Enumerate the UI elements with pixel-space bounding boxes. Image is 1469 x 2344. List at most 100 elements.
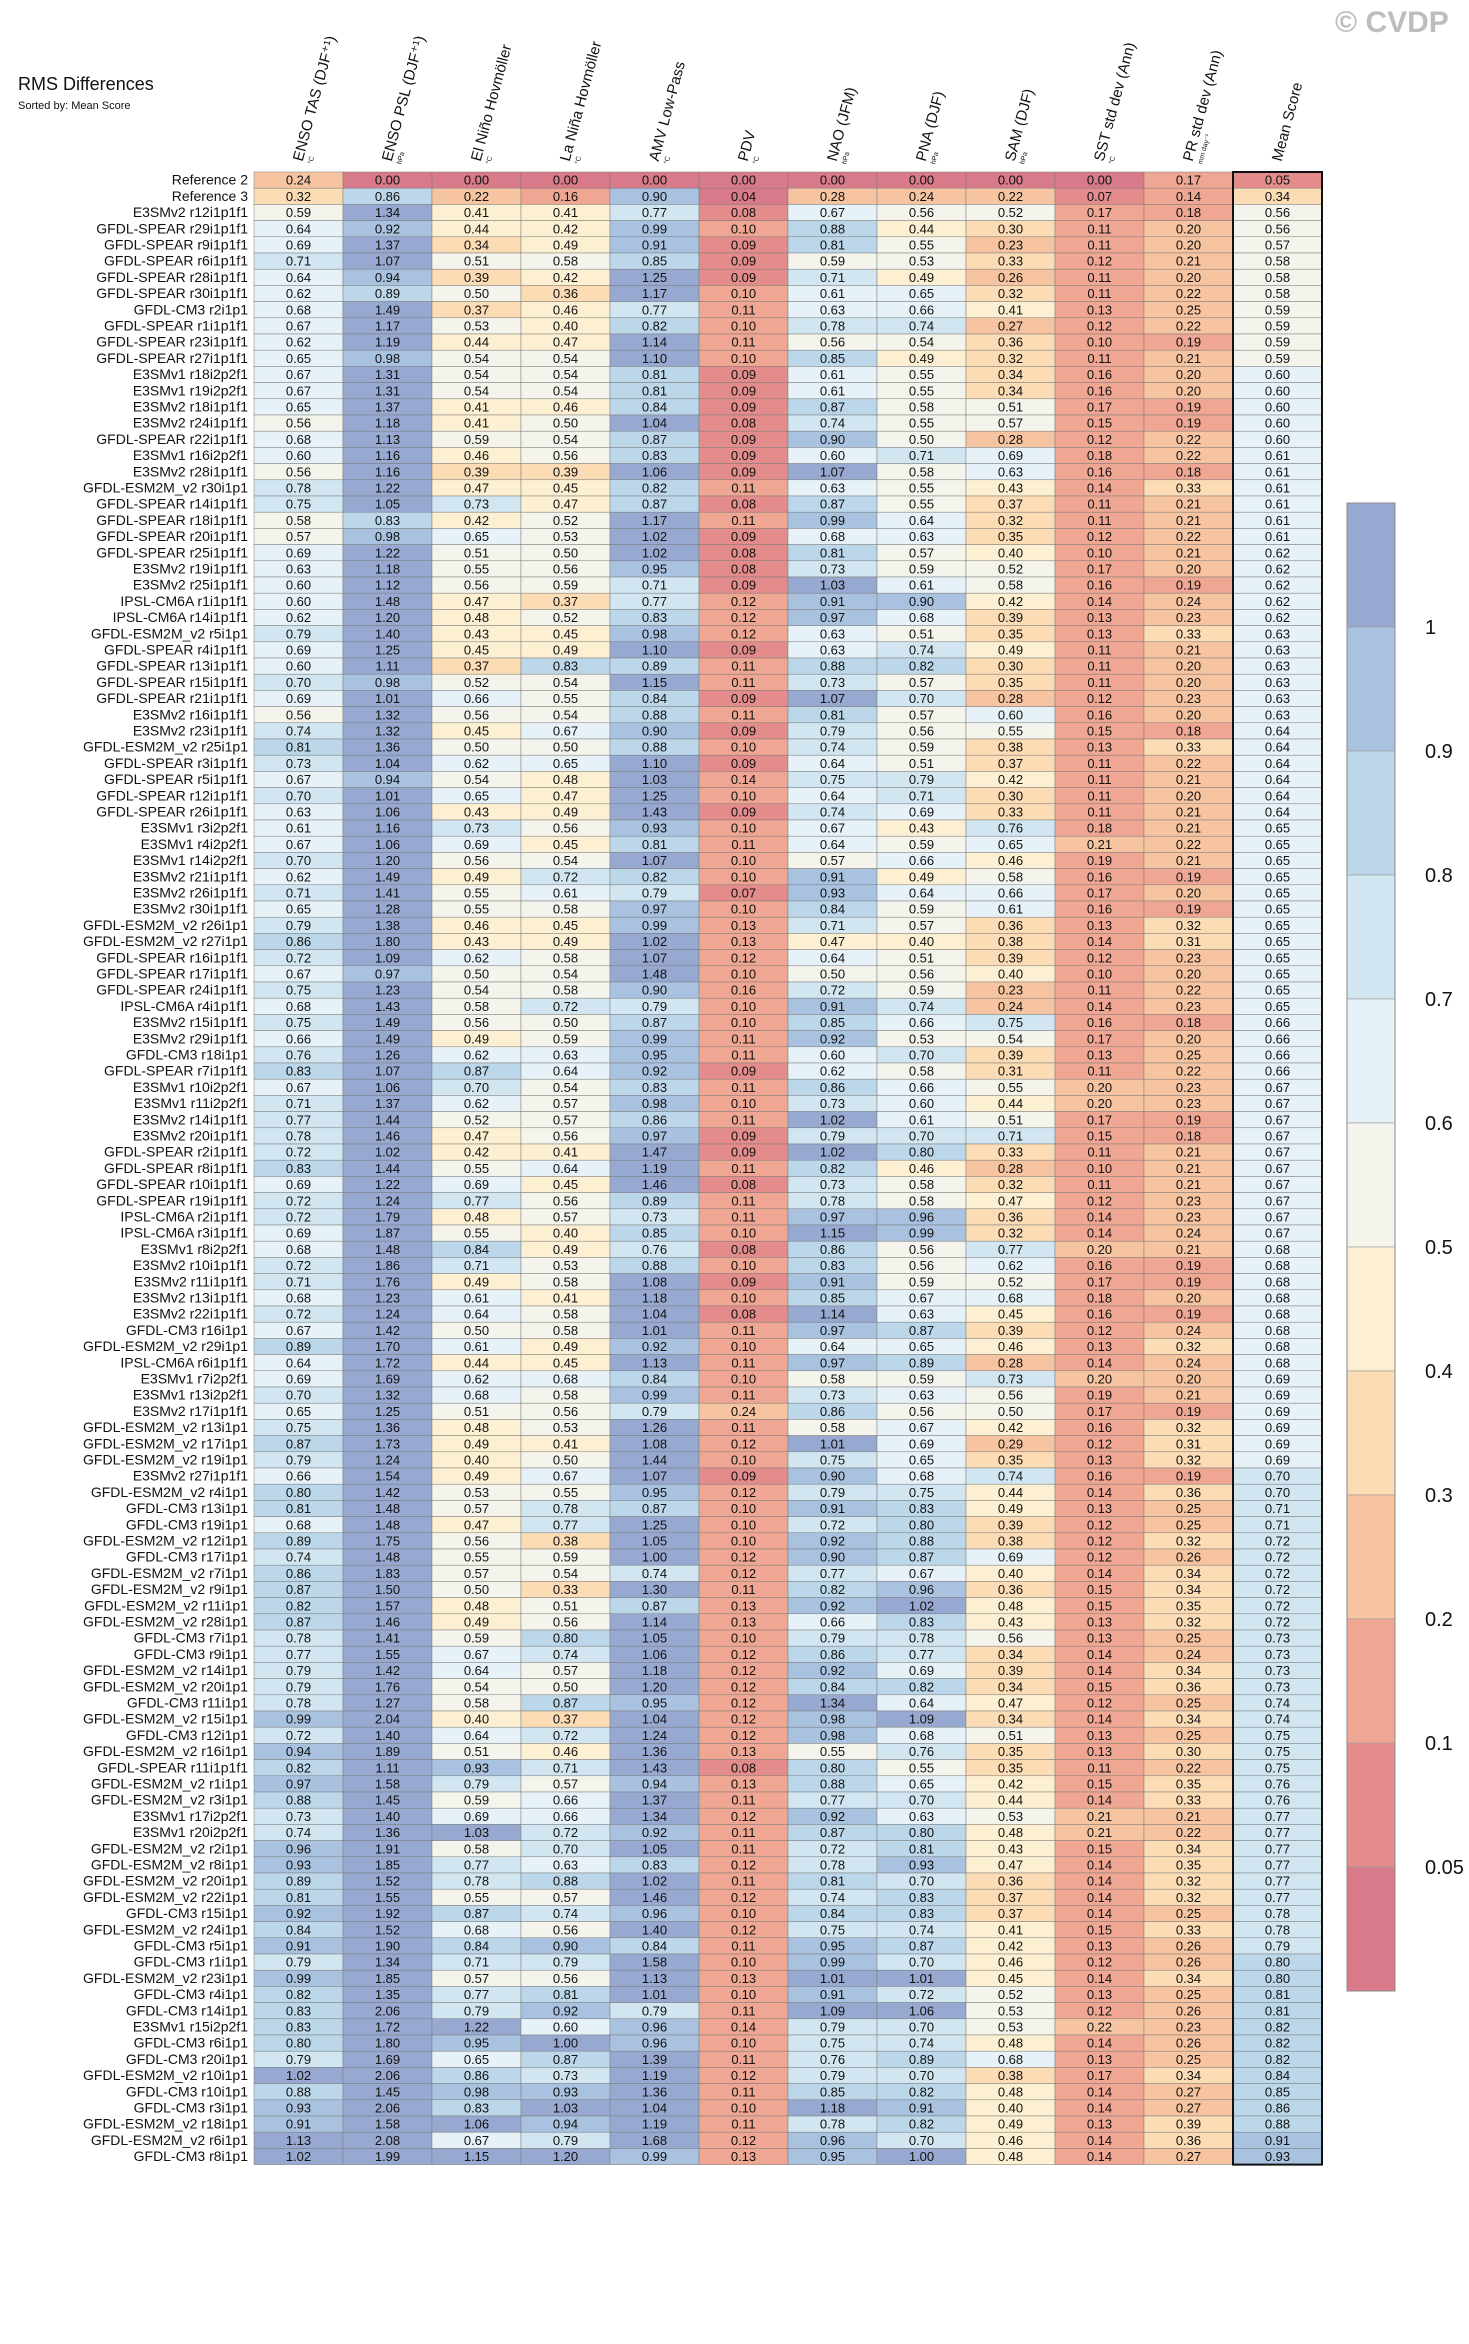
cell-value: 0.39 — [998, 950, 1023, 965]
cell-value: 0.49 — [998, 1501, 1023, 1516]
cell-value: 0.55 — [464, 1550, 489, 1565]
row-label: GFDL-SPEAR r3i1p1f1 — [104, 755, 248, 771]
row-label: GFDL-SPEAR r6i1p1f1 — [104, 253, 248, 269]
cell-value: 0.11 — [1087, 1177, 1111, 1192]
cell-value: 0.65 — [286, 400, 311, 415]
cell-value: 0.64 — [820, 1339, 845, 1354]
row-label: GFDL-ESM2M_v2 r9i1p1 — [91, 1581, 248, 1597]
cell-value: 0.41 — [553, 205, 578, 220]
cell-value: 1.69 — [375, 2052, 400, 2067]
row-label: GFDL-ESM2M_v2 r7i1p1 — [91, 1565, 248, 1581]
row-label: GFDL-ESM2M_v2 r17i1p1 — [83, 1435, 248, 1451]
column-header: SAM (DJF)hPa — [1002, 87, 1038, 165]
cell-value: 0.27 — [1176, 2101, 1201, 2116]
cell-value: 0.08 — [731, 1242, 756, 1257]
colorbar-segment — [1346, 998, 1396, 1124]
cell-value: 0.77 — [820, 1566, 845, 1581]
cell-value: 0.61 — [286, 821, 311, 836]
cell-value: 1.14 — [642, 335, 667, 350]
row-label: GFDL-ESM2M_v2 r8i1p1 — [91, 1857, 248, 1873]
cell-value: 0.70 — [909, 2068, 934, 2083]
cell-value: 0.91 — [820, 1501, 845, 1516]
colorbar-segment — [1346, 874, 1396, 1000]
cell-value: 0.64 — [909, 513, 934, 528]
cell-value: 0.69 — [1265, 1372, 1290, 1387]
cell-value: 0.25 — [1176, 2052, 1201, 2067]
column-header-unit: °C — [573, 155, 583, 165]
cell-value: 0.62 — [1265, 578, 1290, 593]
cell-value: 0.87 — [286, 1615, 311, 1630]
cell-value: 0.67 — [286, 772, 311, 787]
cell-value: 0.10 — [731, 740, 756, 755]
cell-value: 0.86 — [286, 934, 311, 949]
cell-value: 0.78 — [286, 1631, 311, 1646]
cell-value: 0.36 — [1176, 1485, 1201, 1500]
cell-value: 0.91 — [820, 869, 845, 884]
cell-value: 0.30 — [998, 221, 1023, 236]
cell-value: 1.02 — [909, 1598, 934, 1613]
cell-value: 0.09 — [731, 643, 756, 658]
cell-value: 0.85 — [820, 2084, 845, 2099]
cell-value: 0.47 — [553, 335, 578, 350]
cell-value: 0.73 — [642, 1210, 667, 1225]
cell-value: 0.44 — [998, 1096, 1023, 1111]
cell-value: 0.55 — [464, 1890, 489, 1905]
cell-value: 0.28 — [998, 432, 1023, 447]
cell-value: 0.40 — [909, 934, 934, 949]
cell-value: 0.60 — [1265, 432, 1290, 447]
cell-value: 0.55 — [909, 481, 934, 496]
cell-value: 0.55 — [464, 1161, 489, 1176]
cell-value: 0.47 — [553, 497, 578, 512]
cell-value: 0.49 — [909, 270, 934, 285]
cell-value: 0.12 — [731, 1436, 756, 1451]
cell-value: 1.37 — [642, 1793, 667, 1808]
colorbar-segment — [1346, 1370, 1396, 1496]
cell-value: 0.69 — [286, 1177, 311, 1192]
cell-value: 1.42 — [375, 1323, 400, 1338]
cell-value: 0.54 — [553, 351, 578, 366]
cell-value: 0.74 — [820, 740, 845, 755]
cell-value: 0.12 — [1087, 529, 1112, 544]
cell-value: 0.11 — [731, 1825, 755, 1840]
cell-value: 0.82 — [286, 1760, 311, 1775]
cell-value: 0.87 — [464, 1906, 489, 1921]
cell-value: 0.09 — [731, 805, 756, 820]
cell-value: 0.51 — [553, 1598, 578, 1613]
cell-value: 0.12 — [1087, 1955, 1112, 1970]
cell-value: 0.77 — [1265, 1841, 1290, 1856]
cell-value: 0.77 — [464, 1987, 489, 2002]
cell-value: 1.06 — [375, 837, 400, 852]
cell-value: 0.64 — [820, 756, 845, 771]
cell-value: 0.17 — [1087, 1274, 1112, 1289]
cell-value: 0.25 — [1176, 1987, 1201, 2002]
cell-value: 0.63 — [286, 562, 311, 577]
cell-value: 0.58 — [553, 1388, 578, 1403]
cell-value: 0.64 — [820, 788, 845, 803]
cell-value: 1.01 — [909, 1971, 934, 1986]
cell-value: 0.61 — [909, 1112, 934, 1127]
cell-value: 0.95 — [464, 2036, 489, 2051]
row-label: IPSL-CM6A r6i1p1f1 — [120, 1354, 248, 1370]
row-label: IPSL-CM6A r4i1p1f1 — [120, 998, 248, 1014]
cell-value: 0.57 — [553, 1890, 578, 1905]
cell-value: 0.81 — [820, 1874, 845, 1889]
cell-value: 1.19 — [642, 2068, 667, 2083]
cell-value: 0.14 — [1087, 1485, 1112, 1500]
cell-value: 0.87 — [553, 1696, 578, 1711]
cell-value: 0.49 — [464, 1031, 489, 1046]
cell-value: 0.38 — [998, 2068, 1023, 2083]
cell-value: 0.11 — [1087, 788, 1111, 803]
cell-value: 0.56 — [464, 1534, 489, 1549]
cell-value: 0.36 — [553, 286, 578, 301]
cell-value: 0.22 — [1176, 529, 1201, 544]
cell-value: 0.11 — [731, 2117, 755, 2132]
cell-value: 0.65 — [1265, 869, 1290, 884]
cell-value: 0.50 — [553, 740, 578, 755]
cell-value: 0.88 — [553, 1874, 578, 1889]
cell-value: 0.44 — [909, 221, 934, 236]
cell-value: 0.72 — [553, 1728, 578, 1743]
cell-value: 0.33 — [998, 254, 1023, 269]
cell-value: 0.70 — [909, 1793, 934, 1808]
row-label: GFDL-SPEAR r19i1p1f1 — [96, 1192, 248, 1208]
cell-value: 1.76 — [375, 1679, 400, 1694]
